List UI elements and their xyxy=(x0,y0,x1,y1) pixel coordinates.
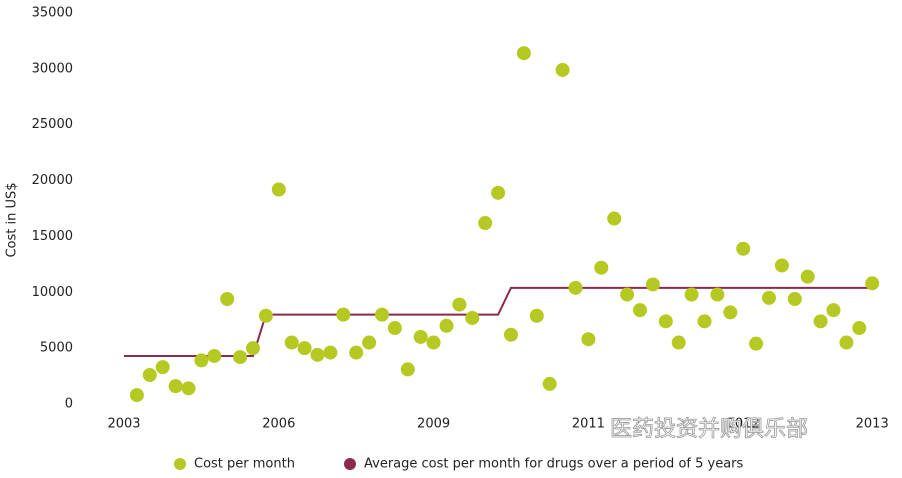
cost-point xyxy=(194,353,209,368)
watermark: 医药投资并购俱乐部 xyxy=(610,417,808,442)
cost-point xyxy=(865,276,880,291)
x-tick-label: 2006 xyxy=(262,417,295,432)
legend-marker xyxy=(174,458,186,470)
cost-point xyxy=(555,62,570,77)
y-tick-label: 0 xyxy=(65,397,73,412)
legend-marker xyxy=(344,458,356,470)
cost-point xyxy=(516,46,531,61)
cost-point xyxy=(736,241,751,256)
cost-point xyxy=(749,336,764,351)
cost-point xyxy=(607,211,622,226)
cost-point xyxy=(852,321,867,336)
cost-point xyxy=(258,308,273,323)
cost-point xyxy=(787,291,802,306)
cost-point xyxy=(181,381,196,396)
cost-point xyxy=(762,290,776,305)
cost-point xyxy=(658,314,673,329)
cost-point xyxy=(297,341,312,356)
cost-point xyxy=(813,314,828,329)
y-tick-label: 20000 xyxy=(32,173,73,188)
cost-point xyxy=(349,345,364,360)
cost-point xyxy=(568,280,583,295)
y-axis-label: Cost in US$ xyxy=(5,182,20,257)
cost-point xyxy=(233,350,248,365)
cost-point xyxy=(142,367,157,382)
cost-point xyxy=(336,307,351,322)
cost-point xyxy=(645,277,660,292)
cost-point xyxy=(800,269,815,284)
legend-label: Average cost per month for drugs over a … xyxy=(364,457,744,472)
cost-point xyxy=(375,307,389,322)
cost-point xyxy=(155,360,170,375)
cost-point xyxy=(220,291,235,306)
cost-point xyxy=(710,287,725,302)
cost-point xyxy=(478,216,493,231)
x-tick-label: 2012 xyxy=(727,417,760,432)
cost-point xyxy=(439,318,454,333)
y-tick-label: 15000 xyxy=(32,229,73,244)
cost-point xyxy=(633,303,647,318)
cost-point xyxy=(426,335,441,350)
cost-point xyxy=(774,258,789,273)
cost-point xyxy=(310,347,325,362)
cost-point xyxy=(594,260,609,275)
cost-point xyxy=(323,345,338,360)
cost-point xyxy=(826,303,841,318)
cost-point xyxy=(362,335,377,350)
cost-point xyxy=(452,297,467,312)
x-tick-label: 2011 xyxy=(572,417,605,432)
cost-point xyxy=(129,388,144,403)
y-tick-label: 35000 xyxy=(32,6,73,21)
x-tick-label: 2009 xyxy=(417,417,450,432)
cost-point xyxy=(387,321,402,336)
cost-point xyxy=(491,185,506,200)
cost-point xyxy=(207,348,222,363)
legend-label: Cost per month xyxy=(194,457,295,472)
x-tick-label: 2003 xyxy=(107,417,140,432)
cost-point xyxy=(168,379,183,394)
cost-point xyxy=(723,305,738,320)
y-tick-label: 5000 xyxy=(40,341,73,356)
cost-point xyxy=(620,287,635,302)
cost-point xyxy=(246,341,260,356)
cost-point xyxy=(697,314,712,329)
cost-point xyxy=(413,329,428,344)
cost-point xyxy=(581,332,596,347)
cost-point xyxy=(839,335,854,350)
cost-point xyxy=(504,327,518,342)
cost-point xyxy=(284,335,299,350)
cost-point xyxy=(542,376,557,391)
x-tick-label: 2013 xyxy=(856,417,889,432)
cost-point xyxy=(465,310,480,325)
y-tick-label: 25000 xyxy=(32,117,73,132)
cost-point xyxy=(400,362,415,377)
average-line xyxy=(124,286,873,357)
cost-point xyxy=(671,335,686,350)
y-tick-label: 30000 xyxy=(32,61,73,76)
y-tick-label: 10000 xyxy=(32,285,73,300)
cost-point xyxy=(271,182,286,197)
cost-point xyxy=(529,308,544,323)
cost-point xyxy=(684,287,699,302)
